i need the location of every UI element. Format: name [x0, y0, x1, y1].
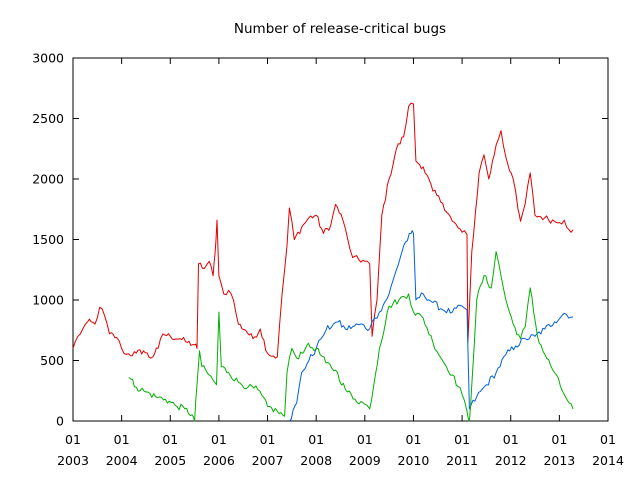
x-tick-year-label: 2012 [495, 453, 527, 468]
x-tick-year-label: 2010 [398, 453, 430, 468]
y-tick-label: 0 [56, 414, 64, 429]
x-tick-year-label: 2013 [543, 453, 575, 468]
chart-title: Number of release-critical bugs [234, 21, 446, 37]
y-tick-label: 500 [40, 353, 64, 368]
x-axis: 01 2003 01 2004 01 2005 01 2006 01 2007 01 2008 01 20… [57, 58, 624, 468]
x-tick-year-label: 2004 [106, 453, 138, 468]
series-line-0 [72, 102, 574, 359]
x-tick-year-label: 2003 [57, 453, 89, 468]
x-tick-month-label: 01 [114, 432, 130, 447]
y-tick-label: 1500 [32, 232, 64, 247]
x-tick-month-label: 01 [600, 432, 616, 447]
series-line-1 [289, 230, 574, 422]
y-tick-label: 1000 [32, 293, 64, 308]
x-tick-year-label: 2014 [592, 453, 624, 468]
x-tick-month-label: 01 [162, 432, 178, 447]
x-tick-month-label: 01 [357, 432, 373, 447]
x-tick-year-label: 2008 [300, 453, 332, 468]
x-tick-year-label: 2011 [446, 453, 478, 468]
plot-frame [72, 57, 609, 422]
y-tick-label: 2500 [32, 111, 64, 126]
series-layer [72, 102, 574, 422]
x-tick-month-label: 01 [211, 432, 227, 447]
x-tick-month-label: 01 [65, 432, 81, 447]
x-tick-month-label: 01 [454, 432, 470, 447]
x-tick-month-label: 01 [260, 432, 276, 447]
y-tick-label: 3000 [32, 51, 64, 66]
x-tick-year-label: 2006 [203, 453, 235, 468]
series-line-2 [128, 251, 574, 422]
y-axis: 0 500 1000 1500 2000 2500 3000 [32, 51, 608, 429]
x-tick-year-label: 2009 [349, 453, 381, 468]
x-tick-month-label: 01 [308, 432, 324, 447]
x-tick-month-label: 01 [551, 432, 567, 447]
x-tick-month-label: 01 [406, 432, 422, 447]
x-tick-year-label: 2007 [252, 453, 284, 468]
y-tick-label: 2000 [32, 172, 64, 187]
x-tick-month-label: 01 [503, 432, 519, 447]
x-tick-year-label: 2005 [154, 453, 186, 468]
